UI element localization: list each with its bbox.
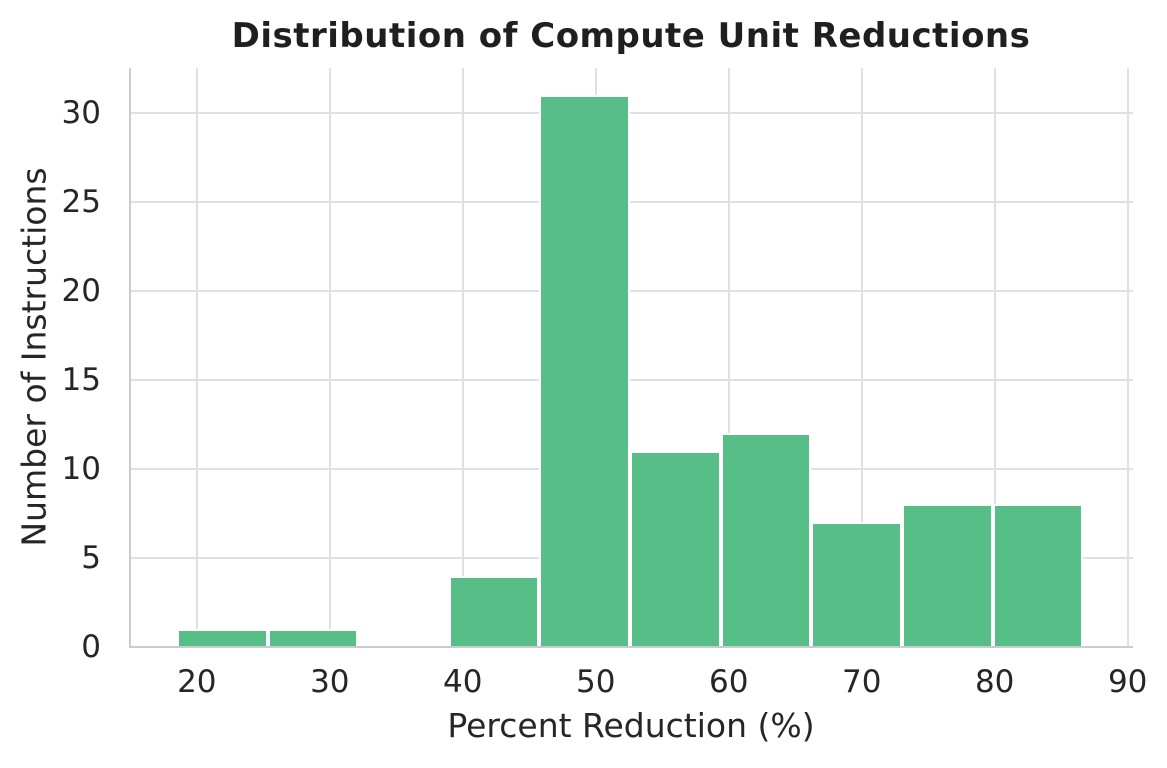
gridline-x-30 [328,68,331,647]
y-axis-spine [129,68,131,647]
x-tick-label-30: 30 [310,664,350,700]
gridline-x-80 [993,68,996,647]
gridline-y-20 [129,289,1133,292]
histogram-bar [448,575,540,647]
gridline-y-30 [129,111,1133,114]
y-tick-label-10: 10 [61,450,101,487]
gridline-y-25 [129,200,1133,203]
x-tick-label-40: 40 [443,664,483,700]
x-axis-spine [129,646,1133,648]
y-tick-label-15: 15 [61,361,101,398]
histogram-bar [267,629,359,647]
gridline-x-70 [860,68,863,647]
y-tick-label-5: 5 [81,539,101,576]
plot-area [129,68,1133,648]
x-tick-label-80: 80 [974,664,1015,700]
histogram-bar [720,433,812,647]
y-tick-label-20: 20 [61,272,101,309]
histogram-bar [992,504,1084,647]
y-tick-label-0: 0 [81,629,101,665]
x-tick-label-70: 70 [841,664,882,700]
x-tick-label-50: 50 [576,664,616,700]
x-tick-label-20: 20 [177,664,217,700]
chart-title: Distribution of Compute Unit Reductions [231,16,1031,56]
gridline-x-40 [461,68,464,647]
gridline-x-20 [195,68,198,647]
x-tick-label-90: 90 [1107,664,1148,700]
histogram-bar [630,451,721,647]
gridline-y-15 [129,378,1133,381]
x-axis-label: Percent Reduction (%) [447,706,815,745]
y-tick-label-25: 25 [61,183,101,220]
histogram-bar [539,94,631,647]
gridline-x-60 [727,68,730,647]
y-tick-label-30: 30 [61,94,101,131]
histogram-bar [811,522,902,647]
histogram-bar [176,629,268,647]
x-tick-label-60: 60 [709,664,749,700]
gridline-x-90 [1126,68,1129,647]
histogram-bar [901,504,993,647]
